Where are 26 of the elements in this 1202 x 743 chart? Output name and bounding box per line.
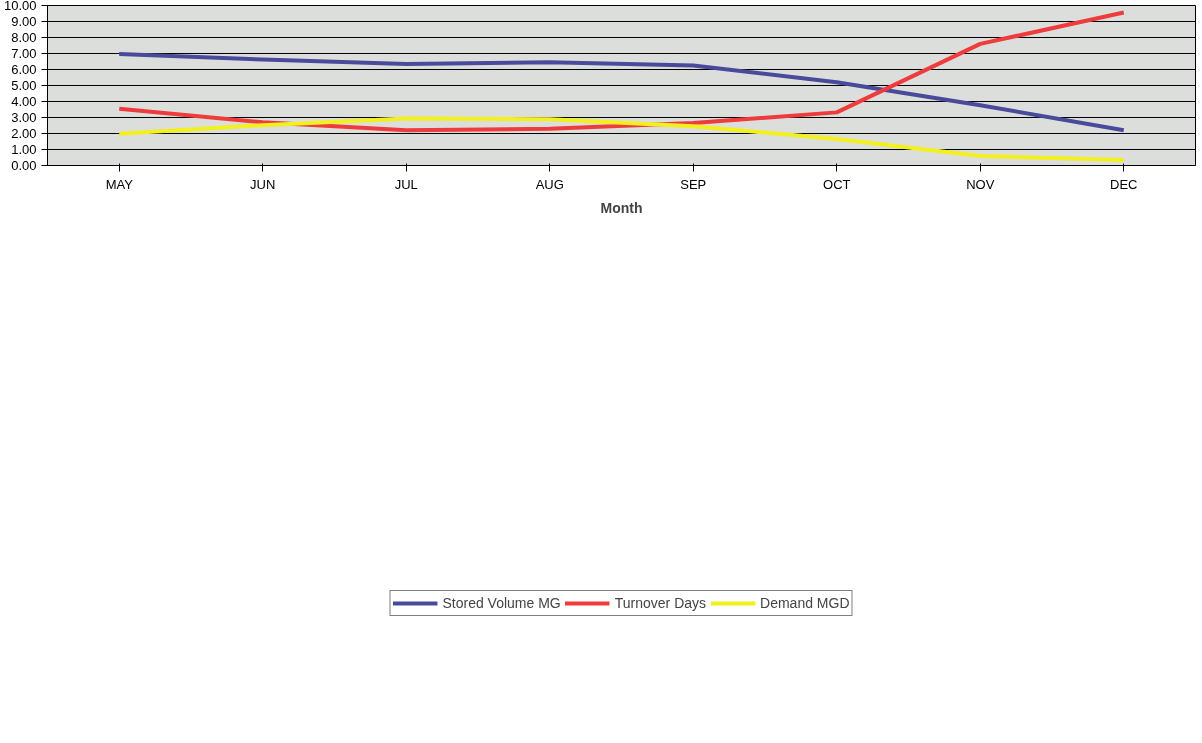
y-tick-label: 5.00 bbox=[11, 78, 37, 93]
y-tick-label: 6.00 bbox=[11, 62, 37, 77]
line-series bbox=[117, 10, 1126, 133]
x-tick-label: MAY bbox=[105, 176, 134, 192]
y-tick-label: 0.00 bbox=[11, 158, 37, 173]
y-tick-label: 3.00 bbox=[11, 110, 37, 125]
legend-label: Demand MGD bbox=[760, 595, 850, 611]
line-series bbox=[117, 51, 1126, 133]
x-axis-title: Month bbox=[600, 199, 643, 216]
line-series bbox=[117, 116, 1126, 163]
x-tick-label: AUG bbox=[535, 176, 564, 192]
x-tick-label: JUL bbox=[394, 176, 418, 192]
y-tick-label: 7.00 bbox=[11, 46, 37, 61]
x-tick-label: JUN bbox=[250, 176, 276, 192]
y-tick-label: 1.00 bbox=[11, 142, 37, 157]
x-tick-label: SEP bbox=[680, 176, 707, 192]
y-tick-label: 9.00 bbox=[11, 14, 37, 29]
x-tick-label: OCT bbox=[823, 176, 851, 192]
x-tick-label: NOV bbox=[966, 176, 995, 192]
legend-label: Stored Volume MG bbox=[442, 595, 561, 611]
legend-label: Turnover Days bbox=[614, 595, 707, 611]
y-tick-label: 4.00 bbox=[11, 94, 37, 109]
x-tick-label: DEC bbox=[1110, 176, 1138, 192]
y-tick-label: 8.00 bbox=[11, 30, 37, 45]
y-tick-label: 2.00 bbox=[11, 126, 37, 141]
y-tick-label: 10.00 bbox=[3, 0, 37, 13]
